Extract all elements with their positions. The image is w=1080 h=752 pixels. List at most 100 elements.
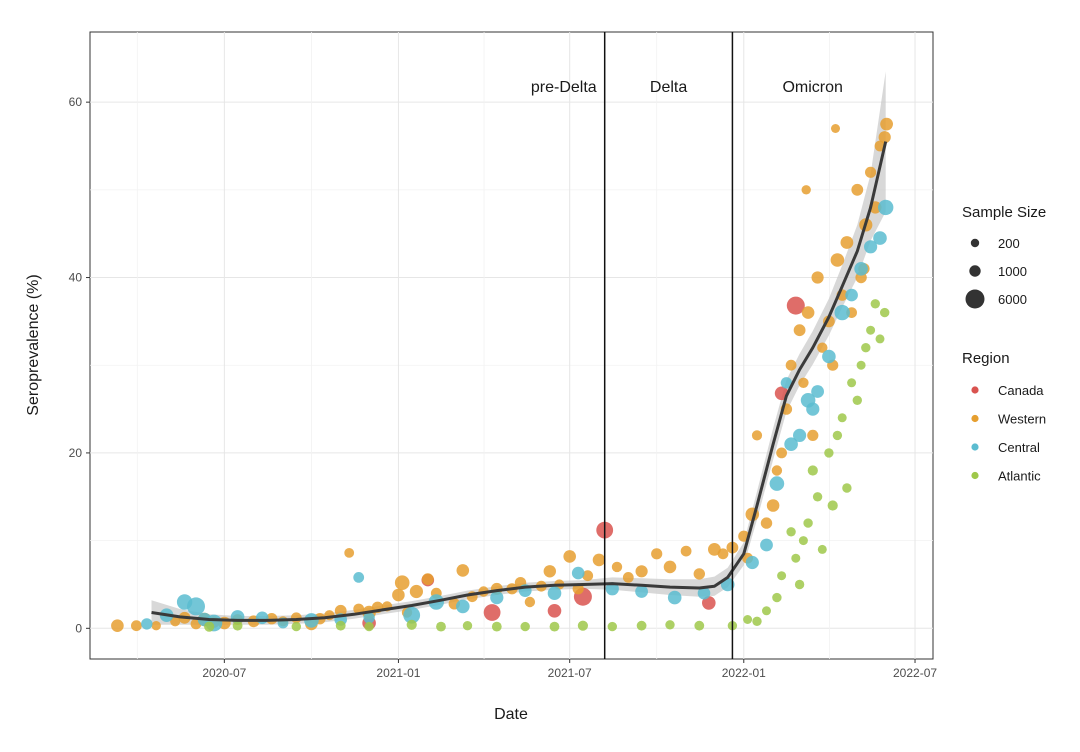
atlantic-point bbox=[842, 483, 852, 493]
western-point bbox=[851, 183, 864, 196]
western-point bbox=[693, 568, 705, 580]
western-point bbox=[751, 430, 763, 441]
western-point bbox=[880, 117, 893, 131]
central-point bbox=[456, 599, 470, 614]
western-point bbox=[409, 584, 423, 599]
gridlines bbox=[90, 32, 933, 659]
western-point bbox=[878, 131, 891, 144]
axes: 0 20 40 60 2020-07 2021-01 2021-07 2022-01 2022-… bbox=[69, 95, 938, 680]
central-point bbox=[141, 618, 153, 630]
x-tick-label: 2021-01 bbox=[376, 666, 420, 680]
region-legend-label: Canada bbox=[998, 383, 1044, 398]
western-point bbox=[776, 447, 787, 459]
western-point bbox=[563, 550, 576, 563]
atlantic-point bbox=[880, 307, 890, 318]
central-point bbox=[769, 476, 785, 491]
atlantic-point bbox=[520, 621, 530, 632]
atlantic-point bbox=[847, 378, 857, 388]
central-point bbox=[784, 437, 798, 452]
period-label-delta: Delta bbox=[650, 79, 687, 96]
western-point bbox=[771, 465, 783, 476]
central-point bbox=[635, 585, 648, 598]
atlantic-point bbox=[794, 579, 805, 590]
central-point bbox=[255, 611, 269, 625]
western-point bbox=[111, 619, 124, 632]
western-point bbox=[622, 572, 634, 583]
atlantic-point bbox=[204, 621, 215, 632]
region-legend-key bbox=[971, 471, 979, 480]
western-point bbox=[392, 588, 405, 602]
western-point bbox=[717, 548, 729, 560]
atlantic-point bbox=[824, 448, 834, 458]
western-point bbox=[760, 517, 773, 529]
period-label-omicron: Omicron bbox=[782, 79, 842, 96]
western-point bbox=[831, 124, 840, 133]
atlantic-point bbox=[852, 395, 862, 405]
x-tick-label: 2020-07 bbox=[202, 666, 246, 680]
western-point bbox=[131, 620, 142, 632]
atlantic-point bbox=[549, 621, 560, 632]
central-point bbox=[780, 377, 793, 389]
size-legend-label: 200 bbox=[998, 236, 1020, 251]
atlantic-point bbox=[607, 621, 617, 632]
atlantic-point bbox=[462, 621, 473, 631]
atlantic-point bbox=[870, 299, 880, 309]
canada-point bbox=[786, 296, 805, 315]
central-point bbox=[571, 566, 585, 580]
region-legend-label: Central bbox=[998, 440, 1040, 455]
central-point bbox=[403, 606, 421, 624]
y-tick-label: 20 bbox=[69, 446, 83, 460]
central-point bbox=[760, 538, 773, 552]
atlantic-point bbox=[856, 360, 866, 370]
x-tick-label: 2022-07 bbox=[893, 666, 937, 680]
atlantic-point bbox=[832, 430, 843, 441]
central-point bbox=[605, 582, 619, 596]
western-point bbox=[344, 548, 355, 558]
western-point bbox=[817, 342, 828, 353]
central-point bbox=[745, 555, 759, 570]
atlantic-point bbox=[436, 621, 446, 632]
atlantic-point bbox=[636, 620, 647, 631]
region-legend-key bbox=[971, 443, 979, 451]
canada-point bbox=[547, 604, 562, 618]
central-point bbox=[878, 199, 894, 216]
atlantic-point bbox=[752, 616, 762, 626]
region-legend-label: Atlantic bbox=[998, 469, 1041, 484]
atlantic-point bbox=[232, 620, 243, 631]
central-point bbox=[845, 288, 858, 302]
atlantic-point bbox=[866, 325, 876, 335]
trend-line bbox=[151, 141, 888, 622]
central-point bbox=[864, 240, 878, 254]
central-point bbox=[667, 590, 682, 605]
western-point bbox=[456, 564, 470, 577]
central-point bbox=[854, 262, 868, 276]
atlantic-point bbox=[406, 619, 417, 630]
central-point bbox=[834, 304, 850, 321]
atlantic-point bbox=[743, 615, 753, 624]
western-point bbox=[785, 359, 797, 371]
atlantic-point bbox=[772, 592, 782, 603]
western-point bbox=[801, 185, 811, 195]
period-boundaries bbox=[603, 32, 734, 659]
x-axis-title: Date bbox=[494, 706, 528, 723]
atlantic-point bbox=[762, 606, 771, 616]
western-point bbox=[635, 565, 648, 578]
region-legend: Region Canada Western Central Atlantic bbox=[962, 350, 1046, 484]
western-point bbox=[663, 560, 677, 574]
region-legend-key bbox=[971, 386, 979, 394]
size-legend-key bbox=[970, 238, 980, 248]
atlantic-point bbox=[665, 620, 675, 630]
western-point bbox=[680, 545, 692, 557]
western-point bbox=[651, 548, 663, 560]
canada-point bbox=[702, 596, 716, 610]
atlantic-point bbox=[798, 536, 808, 546]
atlantic-point bbox=[812, 492, 823, 502]
western-point bbox=[170, 616, 181, 627]
central-point bbox=[697, 586, 711, 600]
atlantic-point bbox=[827, 500, 838, 511]
atlantic-point bbox=[364, 621, 374, 632]
x-tick-label: 2022-01 bbox=[722, 666, 766, 680]
data-points bbox=[111, 117, 894, 632]
region-legend-title: Region bbox=[962, 350, 1010, 367]
